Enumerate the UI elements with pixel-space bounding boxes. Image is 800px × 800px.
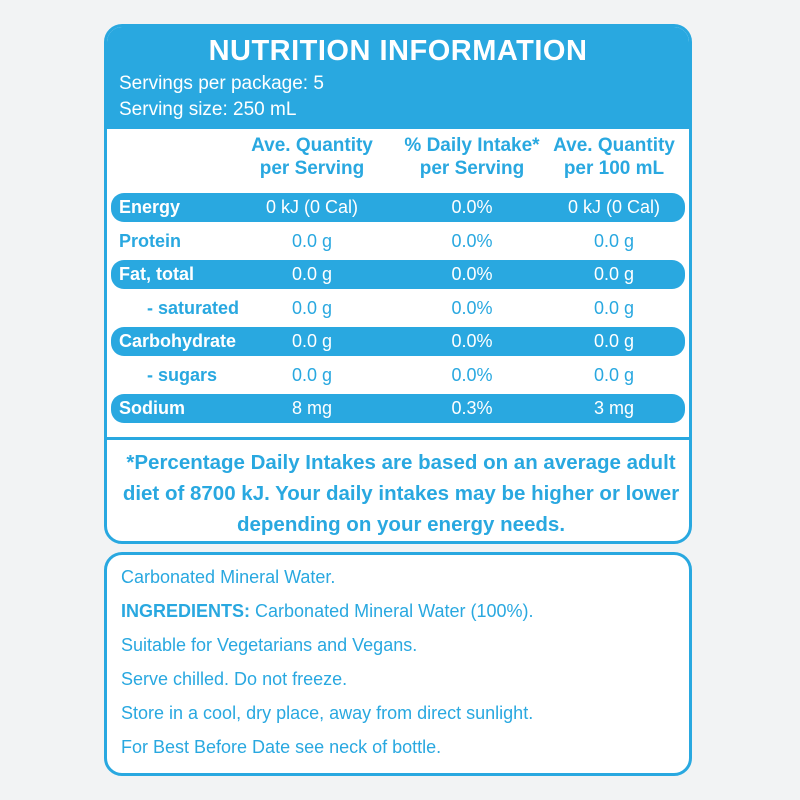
nutrient-value: 0.0% bbox=[451, 230, 493, 251]
table-row: Protein 0.0 g 0.0% 0.0 g bbox=[111, 227, 685, 256]
table-row: - sugars 0.0 g 0.0% 0.0 g bbox=[111, 361, 685, 390]
nutrient-value: 3 mg bbox=[593, 398, 635, 418]
footnote: *Percentage Daily Intakes are based on a… bbox=[122, 451, 680, 536]
info-line: Store in a cool, dry place, away from di… bbox=[121, 703, 533, 724]
nutrition-panel: NUTRITION INFORMATION Servings per packa… bbox=[104, 24, 692, 544]
info-text: Serve chilled. Do not freeze. bbox=[121, 669, 348, 689]
nutrient-value: 0 kJ (0 Cal) bbox=[567, 197, 661, 217]
nutrient-value: 0.0% bbox=[451, 331, 493, 351]
table-row: Fat, total 0.0 g 0.0% 0.0 g bbox=[111, 260, 685, 289]
info-label: INGREDIENTS: bbox=[121, 601, 251, 621]
info-line: Serve chilled. Do not freeze. bbox=[121, 669, 347, 690]
nutrient-value: 0.0% bbox=[451, 264, 493, 284]
nutrient-value: 8 mg bbox=[291, 398, 333, 418]
nutrient-label: Energy bbox=[119, 197, 181, 217]
table-row: Sodium 8 mg 0.3% 3 mg bbox=[111, 394, 685, 423]
nutrient-value: 0 kJ (0 Cal) bbox=[265, 197, 359, 217]
column-header: Ave. Quantity per 100 mL bbox=[553, 135, 675, 179]
info-line: INGREDIENTS: Carbonated Mineral Water (1… bbox=[121, 601, 534, 622]
header-band: NUTRITION INFORMATION Servings per packa… bbox=[107, 27, 689, 129]
nutrient-value: 0.0 g bbox=[291, 331, 333, 351]
title: NUTRITION INFORMATION bbox=[208, 35, 588, 67]
column-header: Ave. Quantity per Serving bbox=[251, 135, 373, 179]
nutrient-label: - sugars bbox=[147, 364, 218, 385]
nutrient-label: Fat, total bbox=[119, 264, 194, 284]
serving-size: Serving size: 250 mL bbox=[119, 99, 297, 120]
nutrient-label: Protein bbox=[119, 230, 182, 251]
info-text: Store in a cool, dry place, away from di… bbox=[121, 703, 534, 723]
table-row: - saturated 0.0 g 0.0% 0.0 g bbox=[111, 294, 685, 323]
info-line: Carbonated Mineral Water. bbox=[121, 567, 335, 588]
nutrient-value: 0.0 g bbox=[593, 230, 635, 251]
nutrient-value: 0.0 g bbox=[593, 331, 635, 351]
column-header: % Daily Intake* per Serving bbox=[404, 135, 540, 179]
nutrient-label: - saturated bbox=[147, 297, 240, 318]
nutrient-value: 0.0 g bbox=[593, 264, 635, 284]
servings: Servings per package: 5 bbox=[119, 73, 324, 94]
info-text: Carbonated Mineral Water (100%). bbox=[255, 601, 534, 621]
nutrient-value: 0.0 g bbox=[291, 264, 333, 284]
table-row: Energy 0 kJ (0 Cal) 0.0% 0 kJ (0 Cal) bbox=[111, 193, 685, 222]
info-line: For Best Before Date see neck of bottle. bbox=[121, 737, 441, 758]
table-row: Carbohydrate 0.0 g 0.0% 0.0 g bbox=[111, 327, 685, 356]
nutrient-value: 0.3% bbox=[451, 398, 493, 418]
nutrient-value: 0.0% bbox=[451, 297, 493, 318]
info-line: Suitable for Vegetarians and Vegans. bbox=[121, 635, 417, 656]
info-text: Carbonated Mineral Water. bbox=[121, 567, 336, 587]
nutrient-value: 0.0 g bbox=[291, 297, 333, 318]
nutrient-label: Sodium bbox=[119, 398, 185, 418]
info-text: For Best Before Date see neck of bottle. bbox=[121, 737, 442, 757]
divider bbox=[107, 437, 689, 440]
nutrient-value: 0.0% bbox=[451, 364, 493, 385]
nutrient-value: 0.0 g bbox=[291, 364, 333, 385]
nutrient-label: Carbohydrate bbox=[119, 331, 237, 351]
info-text: Suitable for Vegetarians and Vegans. bbox=[121, 635, 418, 655]
info-box: Carbonated Mineral Water. INGREDIENTS: Ca… bbox=[104, 552, 692, 776]
nutrient-value: 0.0 g bbox=[291, 230, 333, 251]
nutrient-value: 0.0 g bbox=[593, 364, 635, 385]
nutrient-value: 0.0 g bbox=[593, 297, 635, 318]
nutrient-value: 0.0% bbox=[451, 197, 493, 217]
